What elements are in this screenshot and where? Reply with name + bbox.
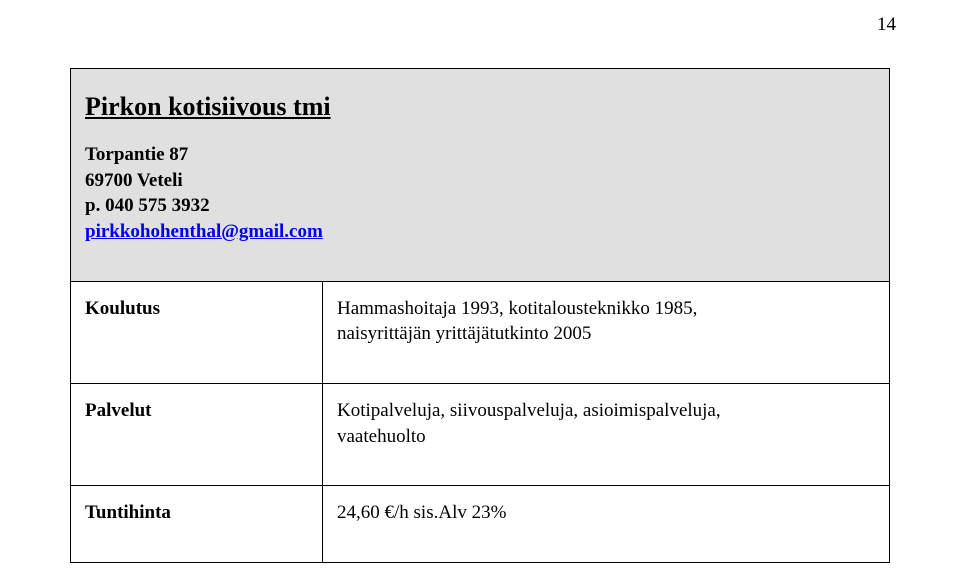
page: 14 Pirkon kotisiivous tmi Torpantie 87 6… <box>0 0 960 585</box>
koulutus-line-2: naisyrittäjän yrittäjätutkinto 2005 <box>337 323 591 344</box>
company-title: Pirkon kotisiivous tmi <box>85 89 873 124</box>
info-table: Pirkon kotisiivous tmi Torpantie 87 6970… <box>70 68 890 563</box>
phone-line: p. 040 575 3932 <box>85 195 210 216</box>
contact-block: Torpantie 87 69700 Veteli p. 040 575 393… <box>85 142 873 245</box>
page-number: 14 <box>877 14 896 36</box>
row-label-tuntihinta: Tuntihinta <box>71 486 323 563</box>
row-label-koulutus: Koulutus <box>71 281 323 383</box>
table-row-header: Pirkon kotisiivous tmi Torpantie 87 6970… <box>71 69 890 282</box>
table-row: Koulutus Hammashoitaja 1993, kotitaloust… <box>71 281 890 383</box>
koulutus-line-1: Hammashoitaja 1993, kotitalousteknikko 1… <box>337 298 697 319</box>
header-cell: Pirkon kotisiivous tmi Torpantie 87 6970… <box>71 69 890 282</box>
row-value-tuntihinta: 24,60 €/h sis.Alv 23% <box>323 486 890 563</box>
row-value-koulutus: Hammashoitaja 1993, kotitalousteknikko 1… <box>323 281 890 383</box>
address-line-1: Torpantie 87 <box>85 144 188 165</box>
palvelut-line-1: Kotipalveluja, siivouspalveluja, asioimi… <box>337 400 721 421</box>
table-row: Tuntihinta 24,60 €/h sis.Alv 23% <box>71 486 890 563</box>
table-row: Palvelut Kotipalveluja, siivouspalveluja… <box>71 383 890 485</box>
email-link[interactable]: pirkkohohenthal@gmail.com <box>85 221 323 242</box>
row-value-palvelut: Kotipalveluja, siivouspalveluja, asioimi… <box>323 383 890 485</box>
palvelut-line-2: vaatehuolto <box>337 426 426 447</box>
row-label-palvelut: Palvelut <box>71 383 323 485</box>
address-line-2: 69700 Veteli <box>85 170 183 191</box>
